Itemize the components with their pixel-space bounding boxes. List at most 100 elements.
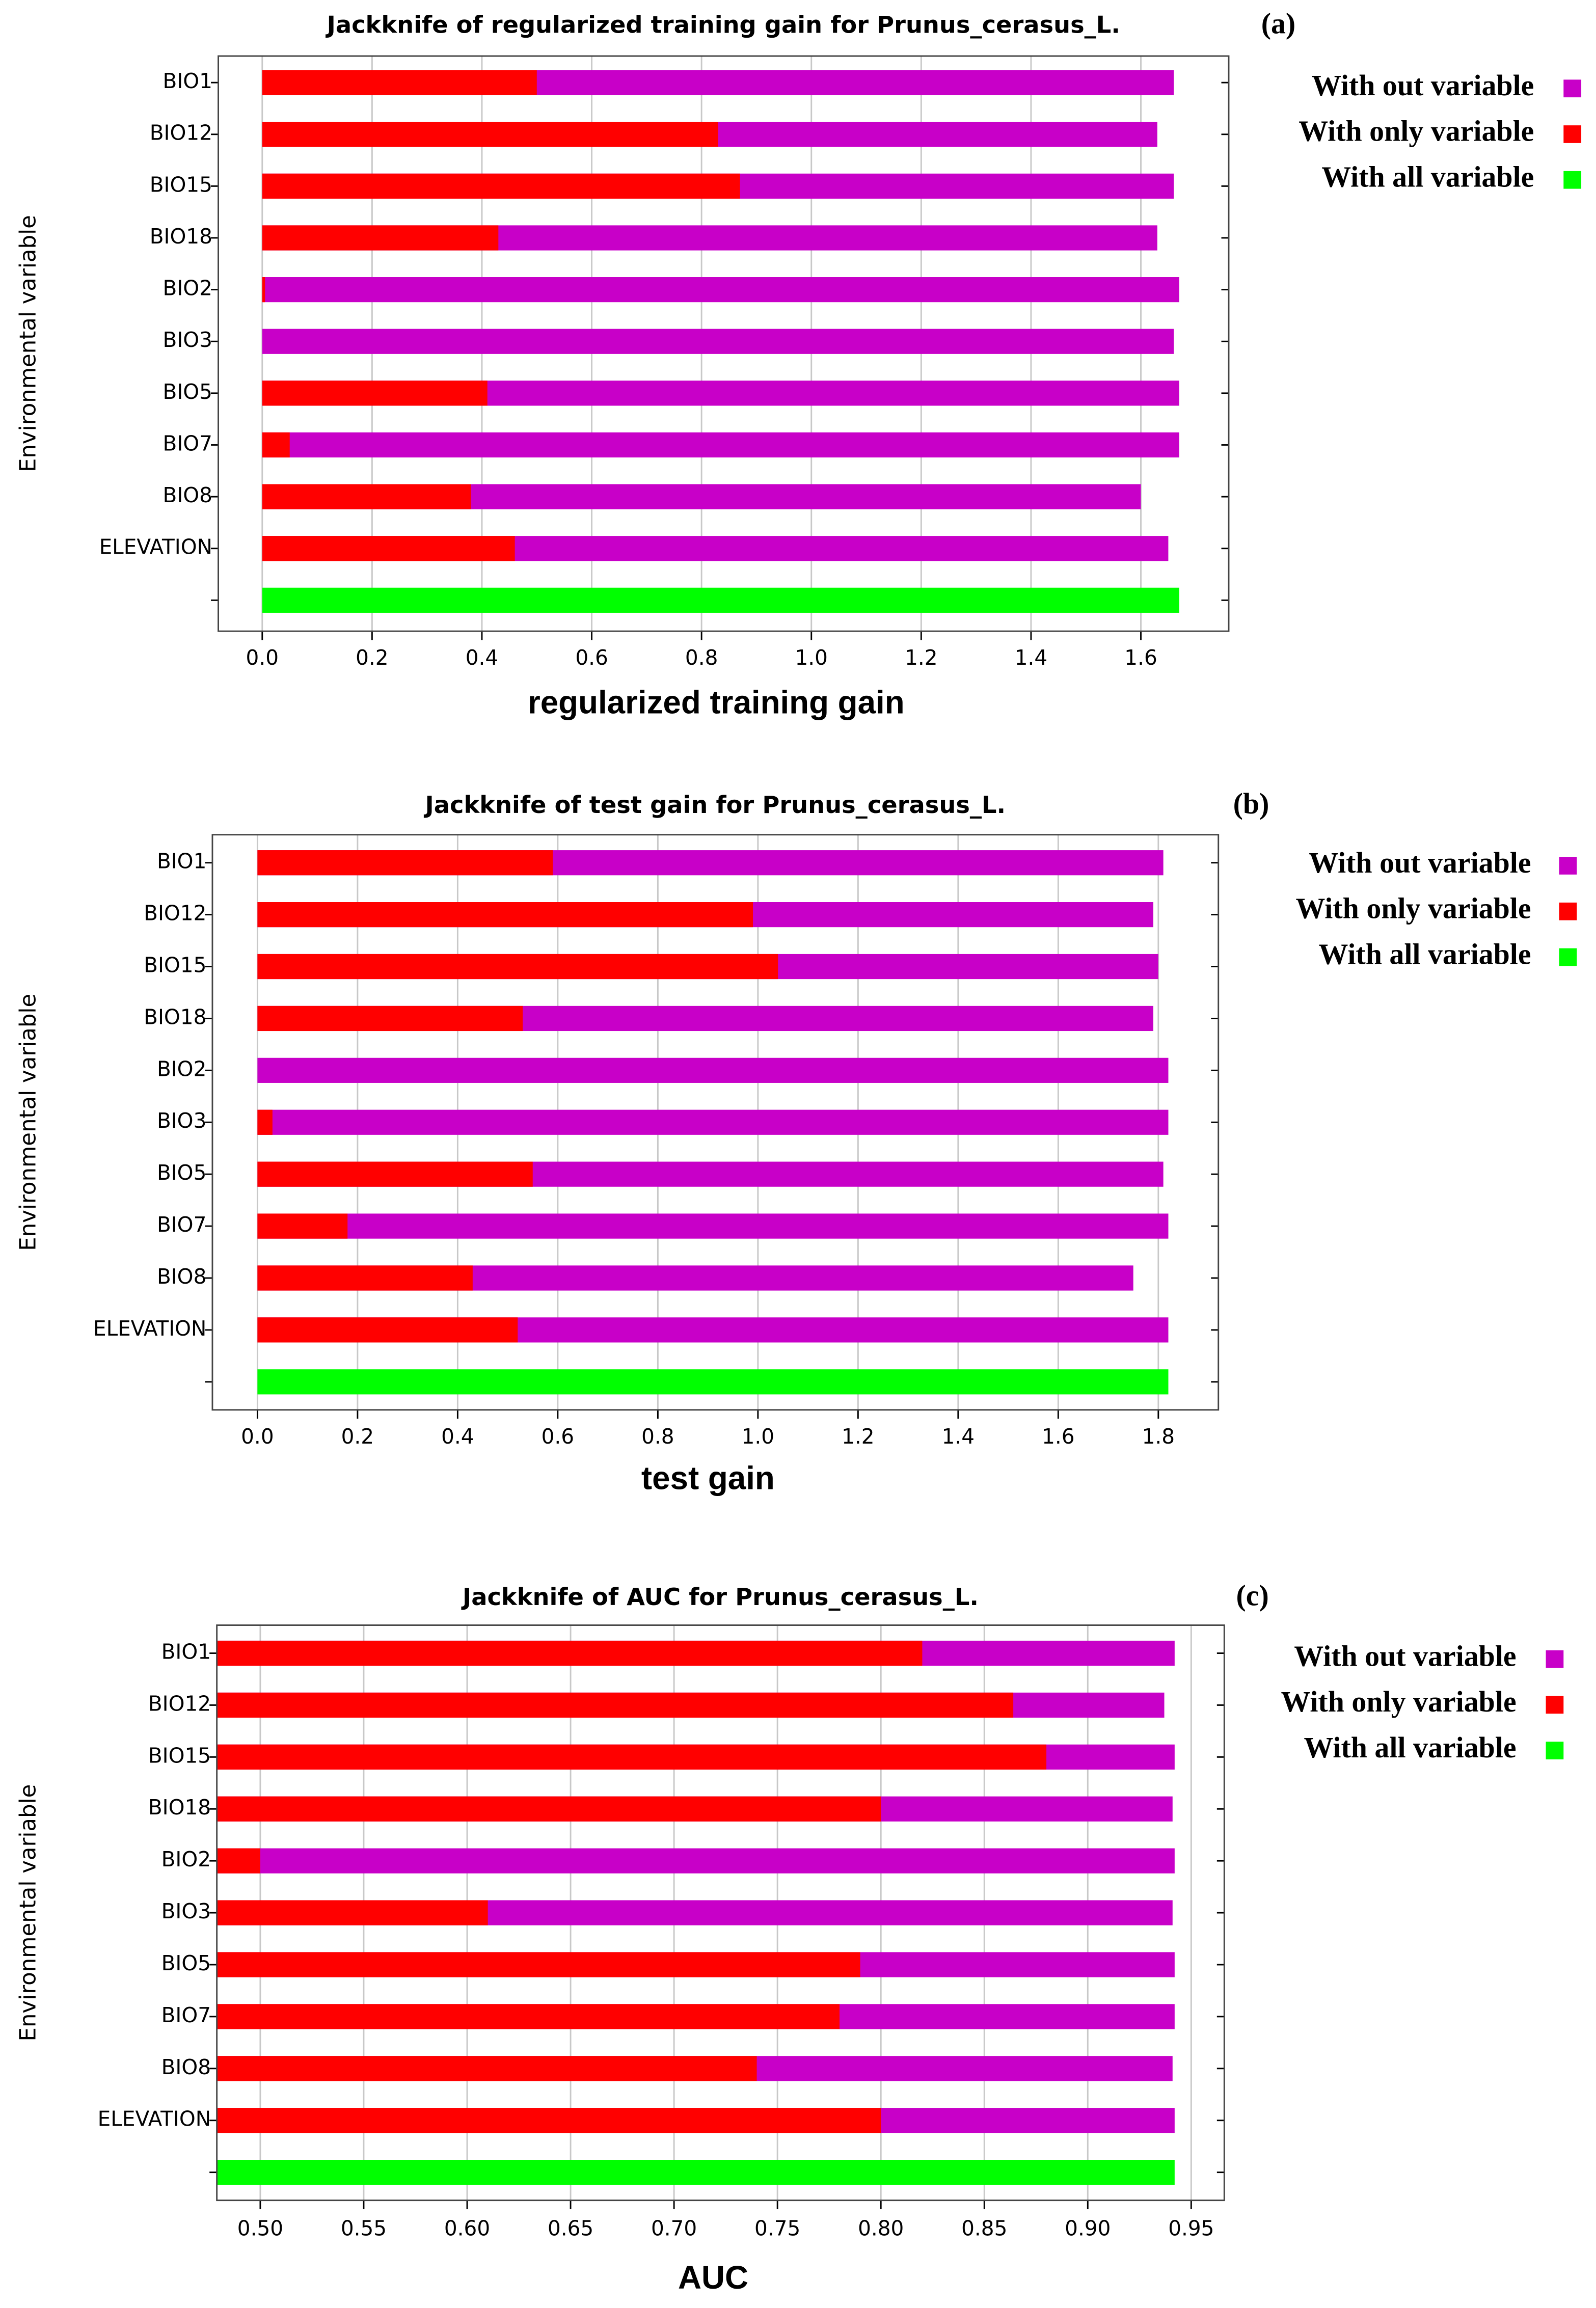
y-tick-label: BIO2: [163, 276, 212, 301]
bar: [262, 381, 488, 406]
y-tick-label: BIO18: [150, 224, 212, 249]
x-tick-label: 0.2: [341, 1424, 374, 1449]
x-tick-label: 0.8: [685, 645, 718, 670]
panel-label: (a): [1261, 7, 1296, 40]
y-tick-label: BIO8: [157, 1264, 206, 1289]
y-tick-label: BIO15: [144, 953, 206, 977]
x-tick-label: 0.80: [858, 2216, 904, 2241]
bar: [262, 587, 1179, 613]
legend-label: With all variable: [1319, 937, 1531, 970]
x-tick-label: 0.4: [441, 1424, 474, 1449]
bar: [217, 2160, 1175, 2185]
x-tick-label: 1.2: [842, 1424, 874, 1449]
y-tick-label: BIO1: [163, 69, 212, 93]
legend-swatch: [1559, 948, 1577, 966]
y-tick-label: BIO7: [163, 431, 212, 455]
y-tick-label: BIO3: [157, 1108, 206, 1133]
bar: [262, 225, 499, 251]
x-tick-label: 0.85: [961, 2216, 1007, 2241]
legend-swatch: [1546, 1650, 1564, 1668]
legend-label: With only variable: [1299, 115, 1534, 148]
bar: [217, 1952, 860, 1977]
bar: [217, 1848, 260, 1873]
bar: [257, 1369, 1169, 1395]
legend-swatch: [1546, 1696, 1564, 1714]
x-tick-label: 0.70: [651, 2216, 697, 2241]
x-tick-label: 1.4: [1015, 645, 1047, 670]
y-tick-label: ELEVATION: [93, 1316, 206, 1341]
x-tick-label: 0.60: [444, 2216, 490, 2241]
legend-swatch: [1546, 1742, 1564, 1759]
x-tick-label: 0.65: [548, 2216, 593, 2241]
bar: [257, 1317, 518, 1343]
bar: [262, 432, 290, 458]
bar: [217, 2056, 757, 2081]
x-tick-label: 0.6: [542, 1424, 574, 1449]
y-tick-label: BIO7: [161, 2003, 211, 2027]
legend-swatch: [1563, 79, 1582, 98]
x-tick-label: 0.55: [341, 2216, 387, 2241]
legend-label: With out variable: [1309, 846, 1531, 879]
y-axis-label: Environmental variable: [15, 994, 41, 1251]
x-tick-label: 1.0: [795, 645, 828, 670]
y-tick-label: BIO12: [144, 901, 206, 926]
bar: [257, 1213, 1169, 1239]
y-tick-label: BIO18: [144, 1004, 206, 1029]
bar: [262, 432, 1179, 458]
legend-swatch: [1563, 125, 1582, 143]
bar: [217, 1796, 881, 1822]
x-tick-label: 1.0: [742, 1424, 774, 1449]
x-tick-label: 1.8: [1142, 1424, 1175, 1449]
bar: [257, 1109, 1169, 1135]
x-tick-label: 1.6: [1042, 1424, 1074, 1449]
bar: [217, 1640, 923, 1666]
bar: [262, 173, 740, 199]
bar: [257, 1109, 273, 1135]
y-tick-label: BIO12: [148, 1691, 211, 1716]
y-tick-label: BIO1: [161, 1640, 211, 1664]
legend-label: With only variable: [1281, 1685, 1517, 1718]
bar: [262, 122, 718, 147]
bar: [257, 1006, 523, 1031]
panel-label: (c): [1236, 1579, 1268, 1612]
x-tick-label: 0.90: [1065, 2216, 1111, 2241]
bar: [217, 1900, 488, 1925]
y-tick-label: BIO12: [150, 121, 212, 145]
legend-label: With all variable: [1304, 1731, 1517, 1764]
y-tick-label: BIO5: [157, 1160, 206, 1185]
y-tick-label: ELEVATION: [98, 2107, 211, 2131]
y-tick-label: BIO3: [163, 328, 212, 352]
x-axis-label: test gain: [641, 1460, 775, 1497]
y-axis-label: Environmental variable: [15, 1784, 41, 2042]
y-tick-label: BIO3: [161, 1899, 211, 1923]
bar: [217, 2004, 840, 2029]
bar: [262, 277, 265, 303]
y-tick-label: BIO8: [163, 483, 212, 507]
x-tick-label: 1.2: [905, 645, 937, 670]
bar: [262, 484, 471, 509]
bar: [217, 2108, 881, 2133]
panel-label: (b): [1233, 787, 1269, 820]
y-tick-label: BIO15: [148, 1743, 211, 1768]
x-tick-label: 0.4: [466, 645, 498, 670]
x-tick-label: 0.2: [356, 645, 388, 670]
x-tick-label: 0.0: [246, 645, 279, 670]
plot-frame: [211, 834, 1220, 1411]
y-tick-label: ELEVATION: [99, 535, 212, 559]
bar: [217, 1692, 1014, 1718]
x-tick-label: 0.8: [641, 1424, 674, 1449]
bar: [257, 1057, 1169, 1083]
chart-title: Jackknife of regularized training gain f…: [326, 11, 1120, 39]
legend-label: With out variable: [1294, 1639, 1516, 1672]
legend-swatch: [1559, 857, 1577, 875]
legend-label: With out variable: [1312, 69, 1534, 102]
y-tick-label: BIO5: [161, 1951, 211, 1975]
y-tick-label: BIO1: [157, 849, 206, 874]
x-axis-label: regularized training gain: [528, 685, 905, 721]
x-tick-label: 0.0: [241, 1424, 274, 1449]
y-tick-label: BIO7: [157, 1212, 206, 1237]
x-axis-label: AUC: [678, 2260, 748, 2296]
bar: [257, 954, 778, 980]
